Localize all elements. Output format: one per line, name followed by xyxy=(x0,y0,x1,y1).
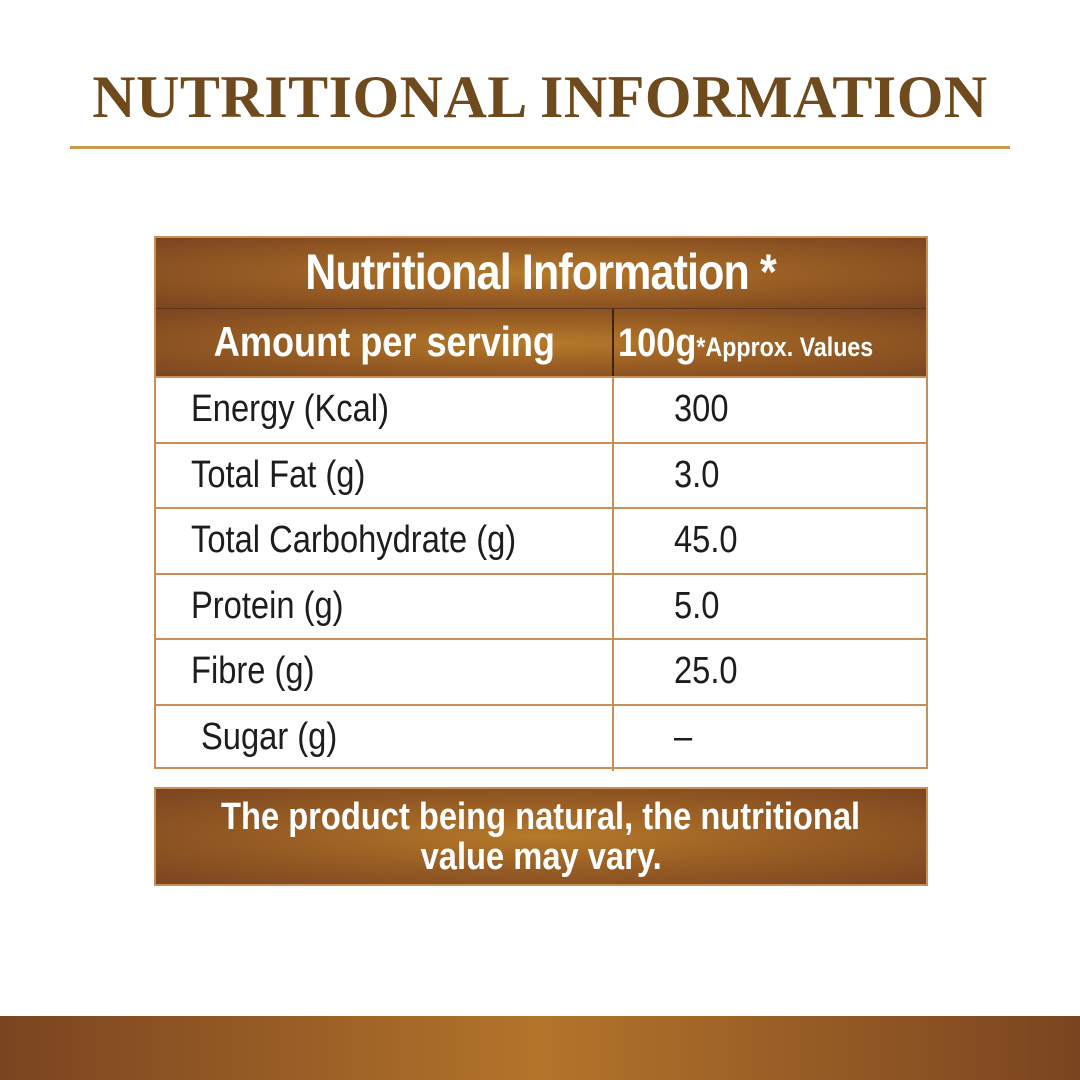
nutrient-name: Energy (Kcal) xyxy=(191,388,389,430)
nutrient-name: Fibre (g) xyxy=(191,650,315,692)
table-row: Total Fat (g) 3.0 xyxy=(156,441,926,509)
approx-values-note: *Approx. Values xyxy=(696,332,874,362)
amount-per-serving-text: Amount per serving xyxy=(213,318,555,365)
column-divider xyxy=(612,703,614,771)
disclaimer-line-1: The product being natural, the nutrition… xyxy=(221,796,861,838)
column-header-divider xyxy=(612,309,614,377)
disclaimer-box: The product being natural, the nutrition… xyxy=(154,787,928,886)
column-divider xyxy=(612,572,614,640)
column-divider xyxy=(612,376,614,443)
nutrient-name: Total Fat (g) xyxy=(191,453,366,496)
amount-per-serving-label: Amount per serving xyxy=(156,309,612,377)
column-divider xyxy=(612,441,614,509)
title-divider xyxy=(70,146,1010,149)
disclaimer-line-2: value may vary. xyxy=(420,836,662,878)
serving-size-cell: 100g*Approx. Values xyxy=(618,309,915,377)
table-row: Fibre (g) 25.0 xyxy=(156,638,926,705)
table-header: Nutritional Information * xyxy=(156,238,926,308)
nutrient-value: – xyxy=(674,715,693,758)
column-header-row: Amount per serving 100g*Approx. Values xyxy=(156,308,926,377)
nutrient-value: 300 xyxy=(674,388,729,430)
column-divider xyxy=(612,638,614,705)
nutrient-rows: Energy (Kcal) 300 Total Fat (g) 3.0 Tota… xyxy=(156,376,926,771)
nutrient-name: Sugar (g) xyxy=(201,715,338,758)
nutrient-value: 3.0 xyxy=(674,453,720,496)
footer-band xyxy=(0,1016,1080,1080)
nutrient-name: Protein (g) xyxy=(191,584,344,627)
nutrient-value: 45.0 xyxy=(674,519,738,561)
nutrient-value: 25.0 xyxy=(674,650,738,692)
nutrition-table: Nutritional Information * Amount per ser… xyxy=(154,236,928,771)
table-header-text: Nutritional Information * xyxy=(305,244,777,300)
nutrient-name: Total Carbohydrate (g) xyxy=(191,519,517,561)
table-row: Protein (g) 5.0 xyxy=(156,572,926,640)
column-divider xyxy=(612,507,614,574)
serving-quantity: 100g xyxy=(618,321,697,365)
nutrient-value: 5.0 xyxy=(674,584,720,627)
table-row: Sugar (g) – xyxy=(156,703,926,771)
table-row: Energy (Kcal) 300 xyxy=(156,376,926,443)
page-title: NUTRITIONAL INFORMATION xyxy=(92,64,988,130)
table-row: Total Carbohydrate (g) 45.0 xyxy=(156,507,926,574)
